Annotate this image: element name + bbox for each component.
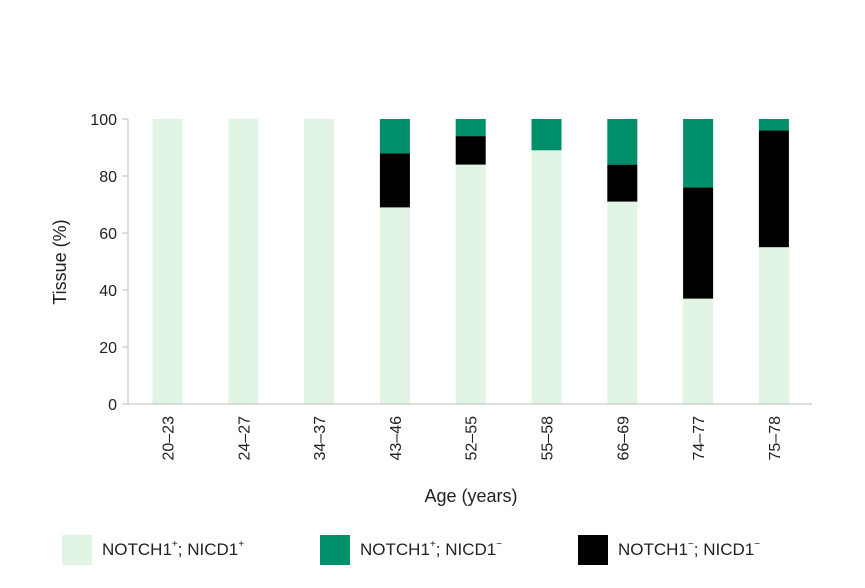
bar-segment-7-2	[607, 164, 638, 202]
bars-group	[152, 119, 789, 405]
legend-label: NOTCH1+; NICD1−	[360, 539, 503, 559]
y-tick-label: 20	[99, 340, 117, 357]
x-tick-label: 75–78	[767, 416, 784, 461]
x-tick-label: 52–55	[464, 416, 481, 461]
y-tick-label: 0	[108, 397, 117, 414]
x-tick-label: 43–46	[388, 416, 405, 461]
bar-segment-9-3	[758, 119, 789, 131]
x-tick-label: 34–37	[312, 416, 329, 461]
bar-segment-6-3	[531, 119, 562, 151]
y-tick-label: 100	[90, 112, 117, 129]
axes-group: 20–23 24–27 34–37 43–46 52–55 55–58 66–69 74–77…	[90, 112, 812, 461]
x-axis-title: Age (years)	[424, 486, 517, 506]
x-tick-label: 66–69	[615, 416, 632, 461]
y-axis-title: Tissue (%)	[50, 219, 70, 304]
x-tick-label: 24–27	[236, 416, 253, 461]
legend-label: NOTCH1−; NICD1−	[618, 539, 761, 559]
legend-item-notch1-neg-nicd1-neg: NOTCH1−; NICD1−	[578, 534, 760, 566]
x-tick-label: 20–23	[161, 416, 178, 461]
legend-item-notch1-pos-nicd1-pos: NOTCH1+; NICD1+	[62, 534, 244, 566]
bar-segment-4-3	[379, 119, 410, 154]
bar-segment-4-2	[379, 153, 410, 208]
y-tick-label: 80	[99, 169, 117, 186]
legend-swatch	[578, 535, 608, 565]
bar-segment-5-2	[455, 136, 486, 165]
legend-swatch	[320, 535, 350, 565]
bar-segment-4-1	[379, 207, 410, 404]
bar-segment-8-1	[683, 298, 714, 404]
legend-label: NOTCH1+; NICD1+	[102, 539, 245, 559]
bar-segment-8-3	[683, 119, 714, 188]
bar-segment-6-1	[531, 150, 562, 404]
legend: NOTCH1+; NICD1+ NOTCH1+; NICD1− NOTCH1−;…	[62, 534, 852, 566]
bar-segment-5-3	[455, 119, 486, 137]
bar-segment-5-1	[455, 164, 486, 404]
bar-segment-7-1	[607, 201, 638, 404]
bar-segment-9-2	[758, 130, 789, 248]
bar-segment-9-1	[758, 247, 789, 405]
bar-segment-2-1	[228, 119, 259, 404]
bar-segment-7-3	[607, 119, 638, 165]
bar-segment-1-1	[152, 119, 183, 404]
x-tick-label: 74–77	[691, 416, 708, 461]
y-tick-label: 60	[99, 226, 117, 243]
x-tick-label: 55–58	[540, 416, 557, 461]
bar-segment-3-1	[304, 119, 335, 404]
legend-item-notch1-pos-nicd1-neg: NOTCH1+; NICD1−	[320, 534, 502, 566]
y-tick-label: 40	[99, 283, 117, 300]
legend-swatch	[62, 535, 92, 565]
bar-segment-8-2	[683, 187, 714, 299]
